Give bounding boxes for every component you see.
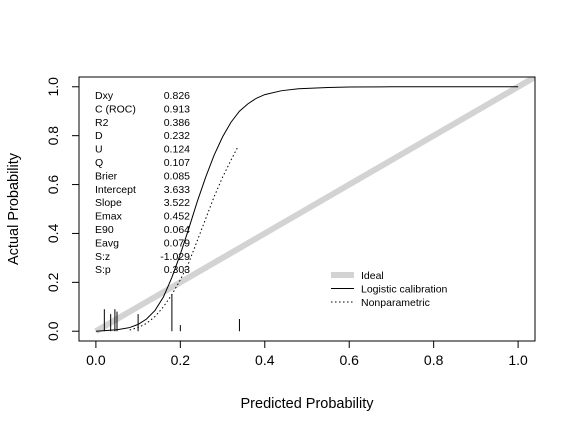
stat-label: Q [95, 157, 103, 169]
stat-label: S:p [95, 264, 111, 276]
stat-value: 3.633 [164, 184, 190, 196]
stat-value: 0.452 [164, 211, 190, 223]
series-layer [94, 77, 535, 334]
stat-value: -1.029 [160, 251, 190, 263]
stat-value: 0.913 [164, 103, 190, 115]
stat-value: 0.303 [164, 264, 190, 276]
y-tick-label: 0.0 [45, 321, 61, 341]
rug-layer [103, 294, 240, 332]
x-tick-label: 0.6 [339, 352, 359, 368]
stat-label: Brier [95, 170, 118, 182]
stat-label: C (ROC) [95, 103, 136, 115]
stat-label: Dxy [95, 90, 114, 102]
x-axis: 0.0 0.2 0.4 0.6 0.8 1.0 [86, 340, 528, 368]
y-axis-title: Actual Probability [6, 152, 22, 265]
stat-label: Eavg [95, 237, 119, 249]
stat-value: 0.124 [164, 144, 190, 156]
stat-value: 0.107 [164, 157, 190, 169]
stat-label: Intercept [95, 184, 136, 196]
stat-value: 0.386 [164, 117, 190, 129]
stat-label: R2 [95, 117, 109, 129]
stat-value: 0.079 [164, 237, 190, 249]
y-tick-label: 0.6 [45, 175, 61, 195]
stat-value: 0.826 [164, 90, 190, 102]
y-axis: 0.0 0.2 0.4 0.6 0.8 1.0 [45, 77, 80, 341]
legend-label: Logistic calibration [361, 284, 448, 296]
stat-label: Slope [95, 197, 122, 209]
y-tick-label: 0.2 [45, 272, 61, 292]
stat-label: S:z [95, 251, 110, 263]
stat-label: U [95, 144, 103, 156]
stat-label: E90 [95, 224, 114, 236]
x-tick-label: 0.4 [255, 352, 275, 368]
series-nonparametric-line [129, 147, 238, 331]
y-tick-label: 0.4 [45, 224, 61, 244]
x-tick-label: 0.8 [424, 352, 444, 368]
stat-label: Emax [95, 211, 123, 223]
stat-value: 0.232 [164, 130, 190, 142]
stats-table: Dxy 0.826 C (ROC) 0.913 R2 0.386 D 0.232 U 0.124 Q… [95, 90, 190, 276]
stat-label: D [95, 130, 103, 142]
legend-label: Ideal [361, 270, 384, 282]
stat-value: 0.085 [164, 170, 190, 182]
legend-label: Nonparametric [361, 297, 430, 309]
x-tick-label: 0.2 [171, 352, 191, 368]
x-axis-title: Predicted Probability [241, 396, 375, 412]
stat-value: 3.522 [164, 197, 190, 209]
series-ideal-line [94, 77, 535, 334]
x-tick-label: 0.0 [86, 352, 106, 368]
stat-value: 0.064 [164, 224, 190, 236]
y-tick-label: 1.0 [45, 77, 61, 97]
series-logistic-calibration-line [95, 86, 519, 332]
x-tick-label: 1.0 [508, 352, 528, 368]
y-tick-label: 0.8 [45, 126, 61, 146]
